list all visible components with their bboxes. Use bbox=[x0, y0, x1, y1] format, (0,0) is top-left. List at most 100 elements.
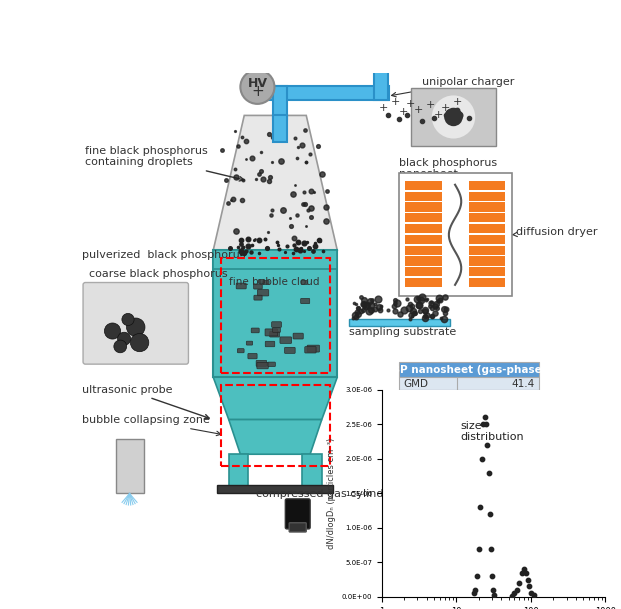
Point bbox=[529, 591, 539, 600]
FancyBboxPatch shape bbox=[217, 485, 333, 493]
Circle shape bbox=[122, 314, 134, 326]
Text: bubble collapsing zone: bubble collapsing zone bbox=[81, 415, 221, 435]
Text: pulverized  black phosphorus: pulverized black phosphorus bbox=[81, 250, 245, 260]
Text: +: + bbox=[379, 103, 389, 113]
FancyBboxPatch shape bbox=[406, 267, 505, 276]
Point bbox=[509, 588, 519, 598]
FancyBboxPatch shape bbox=[229, 454, 248, 489]
FancyBboxPatch shape bbox=[213, 250, 337, 377]
Point bbox=[486, 544, 496, 554]
Text: coarse black phosphorus: coarse black phosphorus bbox=[89, 269, 228, 279]
FancyBboxPatch shape bbox=[258, 280, 265, 283]
Point bbox=[480, 412, 490, 422]
FancyBboxPatch shape bbox=[256, 361, 266, 367]
FancyBboxPatch shape bbox=[411, 88, 496, 146]
FancyBboxPatch shape bbox=[273, 328, 281, 333]
Text: 1.37: 1.37 bbox=[512, 392, 535, 402]
FancyBboxPatch shape bbox=[301, 280, 307, 284]
Point bbox=[483, 440, 492, 450]
Text: sampling substrate: sampling substrate bbox=[349, 327, 456, 337]
Text: 41.4: 41.4 bbox=[512, 379, 535, 389]
FancyBboxPatch shape bbox=[406, 278, 505, 287]
FancyBboxPatch shape bbox=[257, 362, 268, 369]
Point bbox=[524, 582, 534, 591]
FancyBboxPatch shape bbox=[257, 289, 269, 296]
FancyBboxPatch shape bbox=[442, 181, 469, 289]
Text: HV: HV bbox=[247, 77, 268, 90]
Circle shape bbox=[444, 108, 463, 126]
FancyBboxPatch shape bbox=[265, 329, 278, 336]
FancyBboxPatch shape bbox=[301, 298, 310, 304]
Circle shape bbox=[130, 334, 149, 352]
FancyBboxPatch shape bbox=[280, 337, 292, 343]
Point bbox=[521, 568, 531, 577]
FancyBboxPatch shape bbox=[289, 523, 306, 532]
FancyBboxPatch shape bbox=[406, 245, 505, 255]
Text: GMD: GMD bbox=[403, 379, 428, 389]
FancyBboxPatch shape bbox=[265, 341, 274, 347]
Point bbox=[477, 454, 487, 463]
Text: compressed gas cylinder (Ar): compressed gas cylinder (Ar) bbox=[256, 488, 419, 499]
Text: +: + bbox=[399, 107, 408, 116]
Point bbox=[517, 568, 527, 577]
FancyBboxPatch shape bbox=[399, 390, 539, 403]
Point bbox=[485, 509, 495, 519]
Point bbox=[474, 544, 484, 554]
FancyBboxPatch shape bbox=[263, 281, 269, 284]
Point bbox=[481, 420, 491, 429]
FancyBboxPatch shape bbox=[293, 333, 303, 339]
FancyBboxPatch shape bbox=[406, 181, 505, 190]
Point bbox=[471, 585, 481, 595]
Text: 9.3 x 10⁵: 9.3 x 10⁵ bbox=[488, 405, 535, 415]
FancyBboxPatch shape bbox=[399, 362, 539, 377]
FancyBboxPatch shape bbox=[270, 331, 279, 337]
Text: ultrasonic probe: ultrasonic probe bbox=[81, 385, 209, 419]
Point bbox=[526, 588, 536, 597]
FancyBboxPatch shape bbox=[406, 224, 505, 233]
Circle shape bbox=[117, 333, 130, 345]
FancyBboxPatch shape bbox=[116, 439, 143, 493]
Circle shape bbox=[104, 323, 120, 339]
FancyBboxPatch shape bbox=[406, 235, 505, 244]
Point bbox=[484, 468, 494, 477]
Text: TNC: TNC bbox=[403, 405, 425, 415]
Polygon shape bbox=[213, 377, 337, 420]
Text: +: + bbox=[251, 84, 264, 99]
FancyBboxPatch shape bbox=[248, 353, 257, 359]
Y-axis label: dN/dlogDₙ (particles cm⁻³): dN/dlogDₙ (particles cm⁻³) bbox=[327, 438, 336, 549]
Text: black phosphorus
nanosheet: black phosphorus nanosheet bbox=[399, 158, 497, 180]
FancyBboxPatch shape bbox=[83, 283, 188, 364]
FancyBboxPatch shape bbox=[374, 58, 388, 100]
Point bbox=[487, 571, 497, 581]
FancyBboxPatch shape bbox=[349, 320, 450, 326]
FancyBboxPatch shape bbox=[285, 499, 310, 529]
Text: fine bubble cloud: fine bubble cloud bbox=[229, 277, 319, 287]
Point bbox=[488, 585, 498, 595]
Point bbox=[519, 565, 528, 574]
FancyBboxPatch shape bbox=[273, 86, 287, 119]
FancyBboxPatch shape bbox=[258, 86, 389, 100]
FancyBboxPatch shape bbox=[247, 341, 253, 345]
Point bbox=[514, 578, 524, 588]
FancyBboxPatch shape bbox=[254, 295, 262, 300]
Text: +: + bbox=[441, 103, 450, 113]
FancyBboxPatch shape bbox=[406, 192, 505, 201]
Text: +: + bbox=[453, 97, 462, 107]
FancyBboxPatch shape bbox=[273, 116, 287, 143]
Text: +: + bbox=[414, 105, 424, 115]
FancyBboxPatch shape bbox=[399, 377, 539, 390]
FancyBboxPatch shape bbox=[252, 328, 259, 333]
Circle shape bbox=[432, 96, 475, 138]
Circle shape bbox=[127, 318, 145, 336]
Polygon shape bbox=[213, 116, 337, 250]
FancyBboxPatch shape bbox=[305, 347, 316, 353]
FancyBboxPatch shape bbox=[302, 454, 322, 489]
FancyBboxPatch shape bbox=[307, 345, 320, 352]
Point bbox=[476, 502, 486, 512]
Text: +: + bbox=[433, 110, 443, 121]
Circle shape bbox=[114, 340, 127, 353]
FancyBboxPatch shape bbox=[399, 173, 512, 297]
Text: GSD: GSD bbox=[403, 392, 426, 402]
FancyBboxPatch shape bbox=[253, 284, 262, 289]
Text: +: + bbox=[406, 99, 415, 109]
